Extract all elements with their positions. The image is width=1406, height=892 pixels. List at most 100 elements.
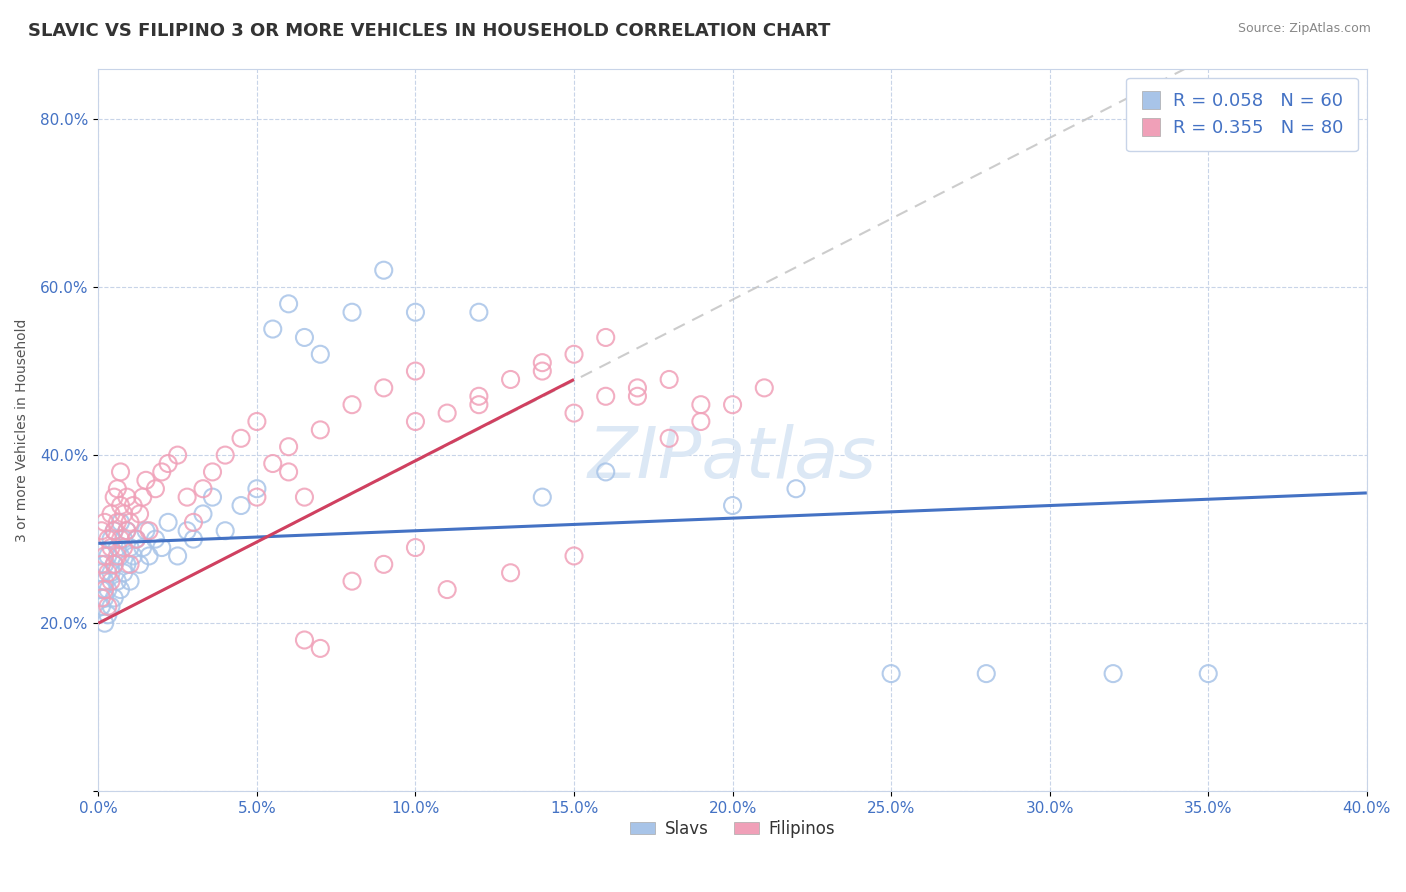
Point	[404, 541, 426, 555]
Point	[122, 549, 145, 563]
Point	[150, 541, 173, 555]
Point	[340, 398, 363, 412]
Point	[110, 532, 132, 546]
Point	[191, 507, 214, 521]
Point	[115, 524, 138, 538]
Point	[90, 591, 112, 605]
Point	[115, 490, 138, 504]
Point	[100, 541, 122, 555]
Point	[93, 582, 115, 597]
Point	[191, 482, 214, 496]
Point	[97, 582, 120, 597]
Point	[90, 524, 112, 538]
Point	[373, 263, 395, 277]
Point	[93, 549, 115, 563]
Point	[626, 389, 648, 403]
Point	[229, 499, 252, 513]
Point	[294, 632, 316, 647]
Point	[105, 574, 128, 589]
Point	[110, 516, 132, 530]
Point	[100, 566, 122, 580]
Point	[97, 566, 120, 580]
Point	[110, 499, 132, 513]
Point	[145, 482, 167, 496]
Point	[309, 347, 332, 361]
Point	[93, 574, 115, 589]
Point	[93, 516, 115, 530]
Point	[93, 558, 115, 572]
Point	[404, 364, 426, 378]
Point	[122, 499, 145, 513]
Point	[103, 591, 125, 605]
Point	[135, 473, 157, 487]
Point	[201, 465, 224, 479]
Point	[97, 607, 120, 622]
Point	[246, 490, 269, 504]
Point	[721, 398, 744, 412]
Point	[112, 507, 135, 521]
Point	[112, 566, 135, 580]
Y-axis label: 3 or more Vehicles in Household: 3 or more Vehicles in Household	[15, 318, 30, 541]
Point	[183, 516, 205, 530]
Point	[110, 549, 132, 563]
Point	[562, 347, 585, 361]
Point	[125, 532, 148, 546]
Point	[531, 364, 554, 378]
Point	[340, 574, 363, 589]
Point	[128, 507, 150, 521]
Point	[277, 297, 299, 311]
Point	[145, 532, 167, 546]
Point	[105, 549, 128, 563]
Point	[100, 532, 122, 546]
Point	[103, 558, 125, 572]
Point	[246, 415, 269, 429]
Point	[150, 465, 173, 479]
Point	[183, 532, 205, 546]
Point	[105, 541, 128, 555]
Point	[110, 582, 132, 597]
Point	[118, 516, 141, 530]
Point	[658, 431, 681, 445]
Point	[90, 599, 112, 614]
Point	[562, 406, 585, 420]
Point	[97, 549, 120, 563]
Point	[309, 423, 332, 437]
Point	[157, 457, 180, 471]
Point	[176, 524, 198, 538]
Text: SLAVIC VS FILIPINO 3 OR MORE VEHICLES IN HOUSEHOLD CORRELATION CHART: SLAVIC VS FILIPINO 3 OR MORE VEHICLES IN…	[28, 22, 831, 40]
Point	[112, 541, 135, 555]
Legend: Slavs, Filipinos: Slavs, Filipinos	[623, 813, 842, 845]
Point	[93, 616, 115, 631]
Point	[595, 330, 617, 344]
Point	[132, 490, 155, 504]
Point	[214, 524, 236, 538]
Point	[246, 482, 269, 496]
Point	[785, 482, 807, 496]
Point	[105, 482, 128, 496]
Point	[974, 666, 997, 681]
Point	[277, 465, 299, 479]
Point	[100, 599, 122, 614]
Point	[1102, 666, 1125, 681]
Point	[135, 524, 157, 538]
Point	[115, 524, 138, 538]
Point	[118, 574, 141, 589]
Point	[1197, 666, 1219, 681]
Point	[277, 440, 299, 454]
Point	[436, 406, 458, 420]
Point	[90, 558, 112, 572]
Point	[531, 490, 554, 504]
Text: Source: ZipAtlas.com: Source: ZipAtlas.com	[1237, 22, 1371, 36]
Point	[754, 381, 776, 395]
Point	[229, 431, 252, 445]
Point	[128, 558, 150, 572]
Point	[100, 507, 122, 521]
Point	[115, 558, 138, 572]
Point	[262, 457, 284, 471]
Point	[214, 448, 236, 462]
Point	[373, 558, 395, 572]
Point	[125, 532, 148, 546]
Point	[118, 558, 141, 572]
Point	[90, 582, 112, 597]
Point	[689, 398, 711, 412]
